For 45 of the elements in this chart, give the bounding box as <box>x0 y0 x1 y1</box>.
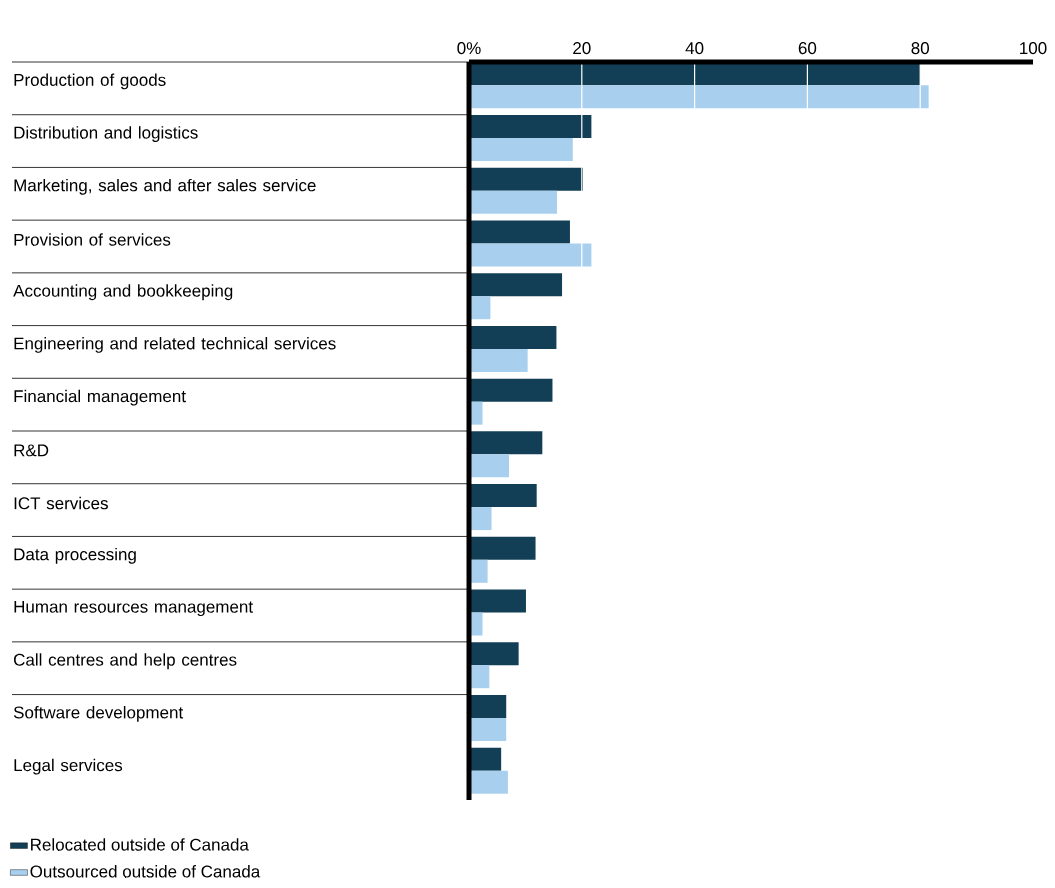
x-tick-label: 20 <box>573 42 591 55</box>
x-tick-label: 40 <box>685 42 704 55</box>
bar <box>469 243 592 267</box>
y-tick-label: Financial management <box>14 389 186 406</box>
y-tick-label: Production of goods <box>14 73 166 90</box>
y-tick-label: Legal services <box>14 758 123 775</box>
y-tick-label: Software development <box>13 706 184 722</box>
bar <box>469 431 543 455</box>
x-tick-label: 100 <box>1020 42 1047 55</box>
bar <box>469 348 528 372</box>
x-tick-label: 60 <box>798 42 817 55</box>
bar <box>469 85 929 109</box>
bar <box>469 273 563 297</box>
y-tick-label: Accounting and bookkeeping <box>13 284 233 301</box>
bar <box>469 167 583 191</box>
x-tick-label: 0% <box>457 42 481 55</box>
bar <box>469 190 557 214</box>
bar <box>469 484 537 508</box>
y-tick-label: R&D <box>14 444 49 457</box>
bar <box>469 642 519 666</box>
y-tick-label: ICT services <box>14 496 108 510</box>
legend-label: Relocated outside of Canada <box>31 838 249 851</box>
y-tick-label: Marketing, sales and after sales service <box>14 178 316 195</box>
y-tick-label: Human resources management <box>14 600 253 617</box>
bar <box>469 589 526 613</box>
y-tick-label: Engineering and related technical services <box>14 337 336 353</box>
bar <box>469 507 492 531</box>
x-tick-label: 80 <box>911 42 929 55</box>
bar <box>469 747 502 771</box>
y-tick-label: Distribution and logistics <box>14 126 198 142</box>
bar <box>469 536 536 560</box>
bar <box>469 559 488 583</box>
bar <box>469 325 557 349</box>
bar <box>469 378 553 402</box>
legend-label: Outsourced outside of Canada <box>30 865 261 878</box>
bar <box>469 220 570 244</box>
bar <box>469 454 510 478</box>
bar <box>469 770 508 794</box>
bar <box>469 694 507 718</box>
y-tick-label: Data processing <box>14 547 136 564</box>
bar <box>469 138 573 162</box>
y-tick-label: Provision of services <box>14 233 171 246</box>
bar <box>469 115 592 139</box>
y-tick-label: Call centres and help centres <box>14 653 237 670</box>
bar <box>469 717 507 741</box>
